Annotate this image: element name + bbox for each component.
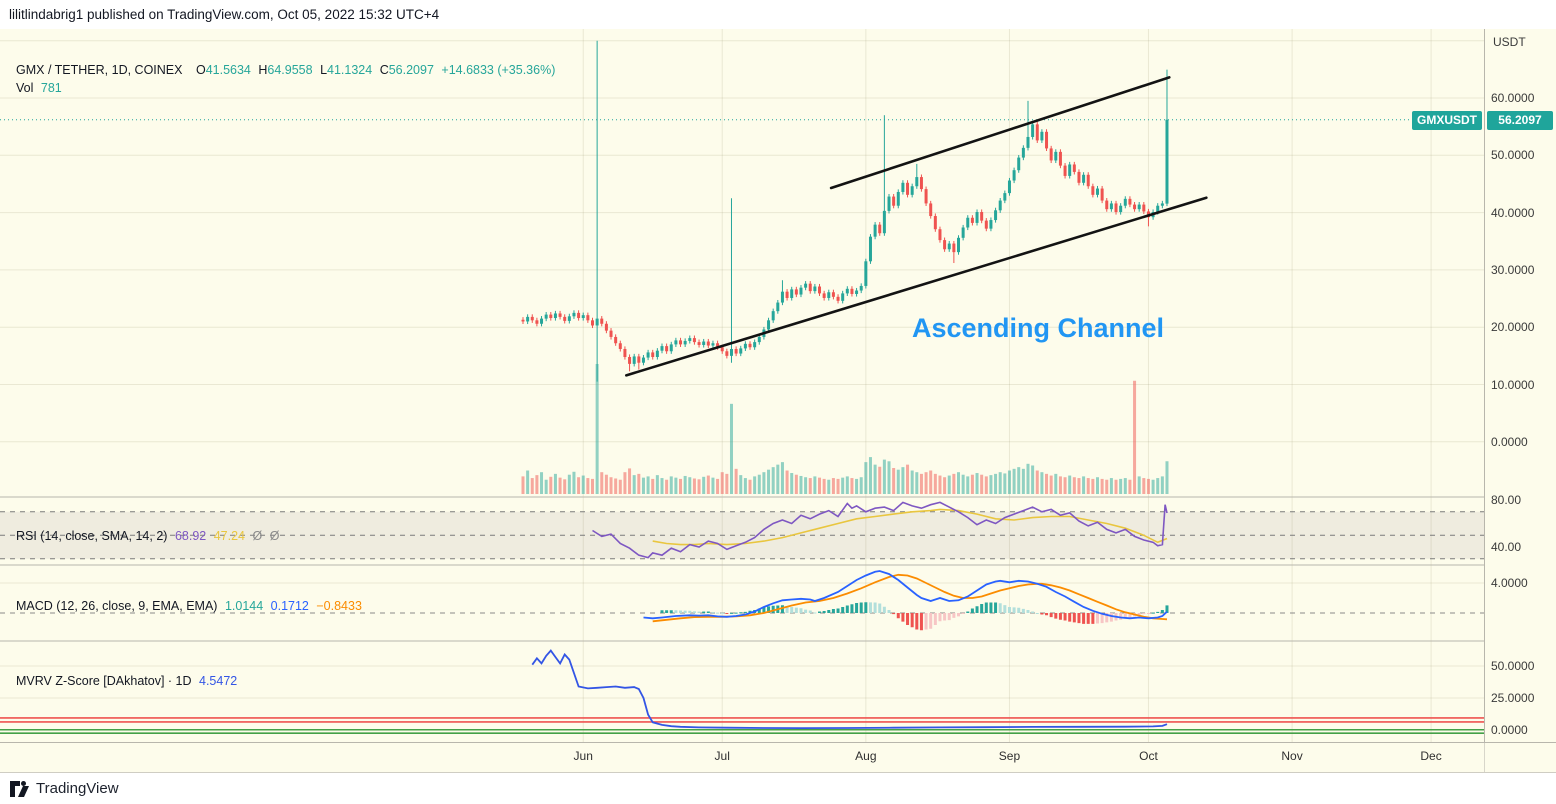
- price-axis-label: 30.0000: [1491, 262, 1535, 277]
- month-label-nov: Nov: [1281, 749, 1303, 763]
- high-value: 64.9558: [267, 63, 313, 77]
- rsi-line: [592, 501, 1168, 559]
- month-label-aug: Aug: [855, 749, 877, 763]
- grid-lines: [0, 29, 1484, 742]
- change-value: +14.6833 (+35.36%): [441, 63, 556, 77]
- month-label-jul: Jul: [714, 749, 730, 763]
- chart-surface[interactable]: GMX / TETHER, 1D, COINEX O41.5634 H64.95…: [0, 29, 1484, 742]
- tradingview-logo-icon: [10, 781, 29, 797]
- open-label: O: [195, 63, 206, 77]
- macd-signal-value: −0.8433: [316, 599, 362, 613]
- macd-pane: [0, 570, 1484, 631]
- rsi-sma-value: 47.24: [213, 529, 245, 543]
- close-label: C: [379, 63, 389, 77]
- month-label-dec: Dec: [1420, 749, 1442, 763]
- rsi-title: RSI (14, close, SMA, 14, 2): [16, 529, 168, 543]
- month-label-sep: Sep: [998, 749, 1021, 763]
- low-value: 41.1324: [327, 63, 373, 77]
- volume-series: [521, 364, 1169, 494]
- macd-axis-label: 4.0000: [1491, 576, 1528, 590]
- price-axis[interactable]: USDT 60.0000 50.0000 40.0000 30.0000 20.0000…: [1484, 29, 1556, 742]
- publish-info-text: lilitlindabrig1 published on TradingView…: [9, 7, 440, 22]
- price-axis-label: 10.0000: [1491, 377, 1535, 392]
- rsi-hidden-plot-icon: Ø: [252, 529, 263, 543]
- price-axis-label: 60.0000: [1491, 91, 1535, 105]
- macd-line: [643, 570, 1168, 620]
- currency-label: USDT: [1493, 35, 1526, 49]
- last-price-flag: 56.2097: [1487, 110, 1553, 130]
- symbol-price-flag: GMXUSDT: [1412, 110, 1482, 130]
- axis-separator: [1484, 743, 1485, 773]
- symbol-legend-row: GMX / TETHER, 1D, COINEX O41.5634 H64.95…: [16, 63, 559, 77]
- mvrv-axis-label: 25.0000: [1491, 691, 1535, 705]
- macd-hist-value: 1.0144: [224, 599, 264, 613]
- rsi-value: 68.92: [174, 529, 207, 543]
- mvrv-value: 4.5472: [199, 674, 238, 688]
- price-axis-label: 40.0000: [1491, 205, 1535, 220]
- tradingview-brand-text: TradingView: [36, 780, 119, 797]
- rsi-legend-row: RSI (14, close, SMA, 14, 2) 68.92 47.24 …: [16, 529, 283, 543]
- macd-title: MACD (12, 26, close, 9, EMA, EMA): [16, 599, 218, 613]
- close-value: 56.2097: [388, 63, 434, 77]
- month-label-jun: Jun: [573, 749, 593, 763]
- rsi-sma-line: [652, 508, 1168, 546]
- month-label-oct: Oct: [1139, 749, 1158, 763]
- footer-bar: TradingView: [0, 772, 1556, 804]
- rsi-axis-label: 40.00: [1491, 540, 1522, 554]
- open-value: 41.5634: [205, 63, 251, 77]
- high-label: H: [258, 63, 268, 77]
- price-axis-label: 20.0000: [1491, 320, 1535, 335]
- mvrv-axis-label: 0.0000: [1491, 723, 1528, 737]
- time-axis[interactable]: Jun Jul Aug Sep Oct Nov Dec: [0, 742, 1556, 773]
- publish-info-bar: lilitlindabrig1 published on TradingView…: [0, 0, 1556, 29]
- price-axis-label: 0.0000: [1491, 434, 1528, 449]
- rsi-axis-label: 80.00: [1491, 493, 1522, 507]
- ascending-channel-lines[interactable]: [625, 76, 1208, 377]
- volume-label: Vol: [16, 81, 34, 95]
- rsi-pane: [0, 501, 1484, 560]
- low-label: L: [320, 63, 328, 77]
- macd-signal-line: [652, 573, 1168, 623]
- volume-legend-row: Vol 781: [16, 81, 66, 95]
- candlestick-series: [521, 40, 1169, 382]
- mvrv-legend-row: MVRV Z-Score [DAkhatov] · 1D 4.5472: [16, 674, 241, 688]
- symbol-title: GMX / TETHER, 1D, COINEX: [16, 63, 183, 77]
- mvrv-title: MVRV Z-Score [DAkhatov] · 1D: [16, 674, 192, 688]
- rsi-hidden-plot-icon: Ø: [269, 529, 280, 543]
- macd-legend-row: MACD (12, 26, close, 9, EMA, EMA) 1.0144…: [16, 599, 366, 613]
- volume-value: 781: [40, 81, 62, 95]
- ascending-channel-annotation[interactable]: Ascending Channel: [912, 313, 1165, 343]
- macd-value: 0.1712: [270, 599, 309, 613]
- mvrv-axis-label: 50.0000: [1491, 659, 1535, 673]
- mvrv-line: [531, 649, 1168, 729]
- mvrv-pane: [0, 649, 1484, 735]
- chart-canvas[interactable]: [0, 29, 1484, 742]
- price-axis-label: 50.0000: [1491, 148, 1535, 163]
